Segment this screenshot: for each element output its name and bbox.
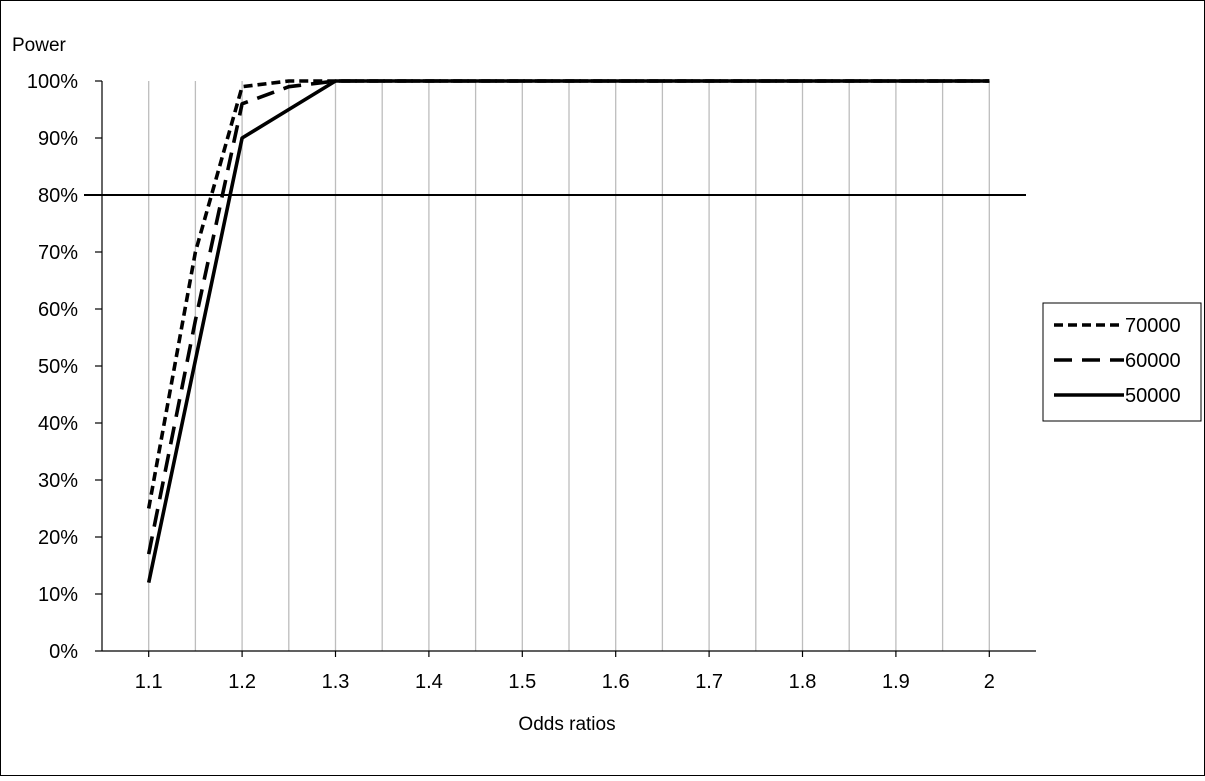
- legend-label-50000: 50000: [1125, 385, 1181, 407]
- series-line-50000: [146, 79, 990, 583]
- series-lines: [146, 79, 990, 583]
- y-tick-label-7: 70%: [38, 242, 78, 264]
- y-tick-label-4: 40%: [38, 413, 78, 435]
- x-tick-label-9: 2: [984, 671, 995, 693]
- legend-box: [1042, 302, 1202, 422]
- x-tick-label-5: 1.6: [602, 671, 630, 693]
- y-tick-label-2: 20%: [38, 527, 78, 549]
- x-tick-label-8: 1.9: [882, 671, 910, 693]
- y-tick-label-5: 50%: [38, 356, 78, 378]
- y-tick-label-8: 80%: [38, 185, 78, 207]
- y-axis-label: Power: [12, 35, 67, 56]
- x-tick-label-6: 1.7: [695, 671, 723, 693]
- x-tick-label-3: 1.4: [415, 671, 443, 693]
- y-tick-label-3: 30%: [38, 470, 78, 492]
- x-axis-label: Odds ratios: [518, 714, 615, 735]
- y-tick-label-6: 60%: [38, 299, 78, 321]
- y-tick-label-9: 90%: [38, 128, 78, 150]
- x-tick-label-4: 1.5: [508, 671, 536, 693]
- axes: 0% 10% 20% 30% 40% 50% 60% 70% 80% 90% 100% 1.1 1.2 1…: [27, 71, 1036, 693]
- y-tick-label-10: 100%: [27, 71, 78, 93]
- x-tick-label-7: 1.8: [789, 671, 817, 693]
- x-tick-label-0: 1.1: [135, 671, 163, 693]
- gridlines: [148, 81, 990, 651]
- x-tick-label-1: 1.2: [228, 671, 256, 693]
- legend-label-70000: 70000: [1125, 315, 1181, 337]
- legend: 70000 60000 50000: [1042, 302, 1202, 422]
- y-tick-label-1: 10%: [38, 584, 78, 606]
- legend-label-60000: 60000: [1125, 350, 1181, 372]
- y-tick-label-0: 0%: [49, 641, 78, 663]
- x-tick-label-2: 1.3: [322, 671, 350, 693]
